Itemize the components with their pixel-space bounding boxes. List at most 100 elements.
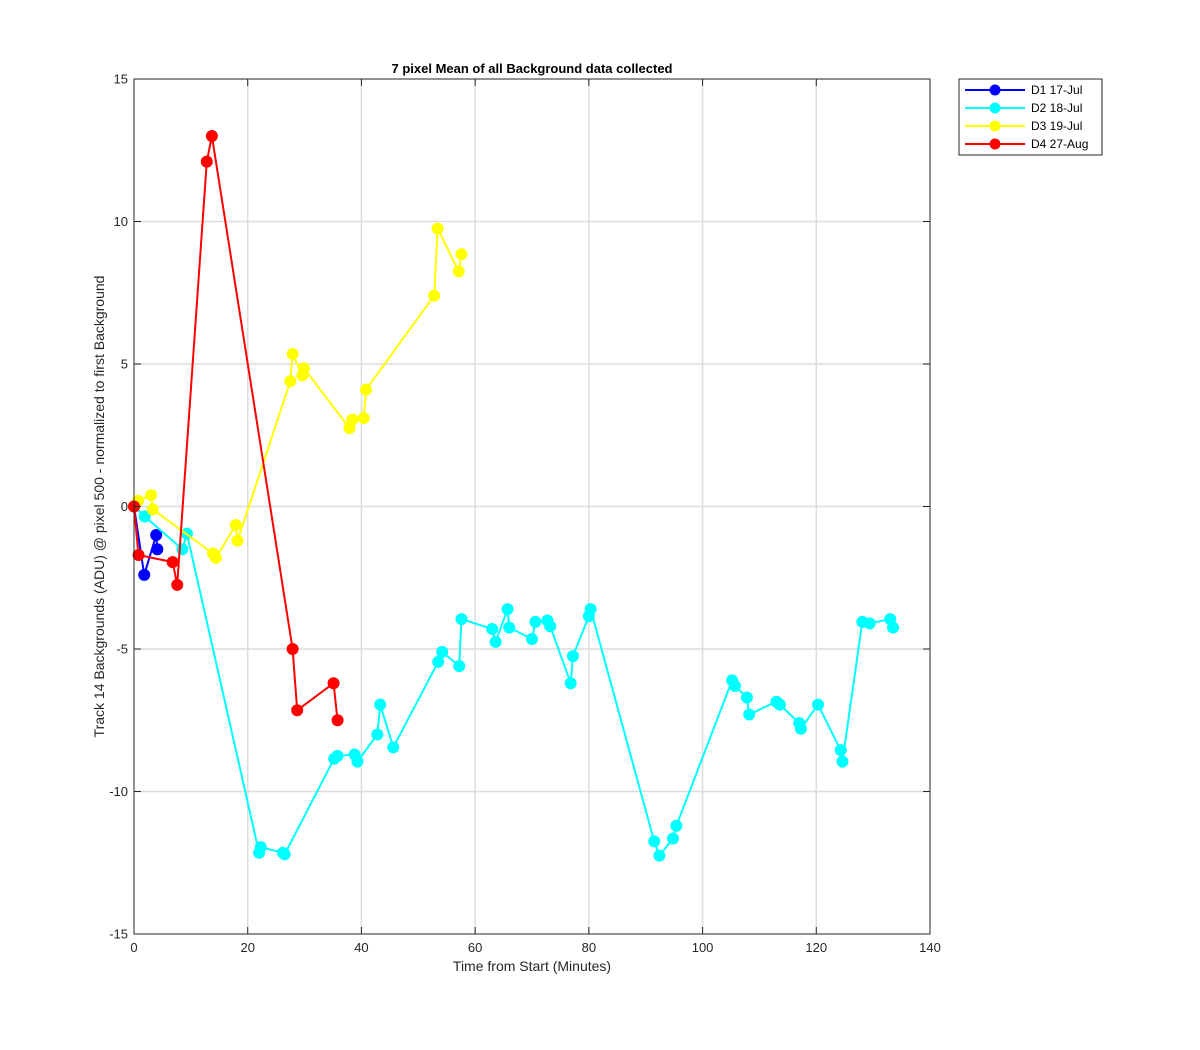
x-axis-label: Time from Start (Minutes) bbox=[453, 958, 611, 974]
data-point bbox=[526, 633, 538, 646]
data-point bbox=[146, 503, 159, 516]
data-point bbox=[132, 548, 145, 561]
legend-label: D4 27-Aug bbox=[1031, 137, 1088, 151]
data-point bbox=[743, 708, 756, 721]
data-point bbox=[740, 691, 753, 704]
x-tick-label: 0 bbox=[130, 940, 137, 955]
data-point bbox=[834, 744, 847, 757]
data-point bbox=[503, 621, 516, 634]
data-point bbox=[291, 704, 304, 717]
legend-marker bbox=[989, 120, 1001, 132]
data-point bbox=[863, 617, 876, 630]
data-point bbox=[171, 578, 184, 591]
legend-item: D4 27-Aug bbox=[965, 137, 1088, 151]
data-point bbox=[455, 613, 468, 626]
data-point bbox=[151, 543, 164, 556]
data-point bbox=[231, 534, 244, 547]
data-point bbox=[566, 650, 579, 663]
data-point bbox=[331, 714, 344, 727]
data-point bbox=[331, 749, 344, 762]
legend-marker bbox=[989, 138, 1001, 150]
data-point bbox=[371, 728, 384, 741]
x-tick-label: 40 bbox=[354, 940, 368, 955]
data-point bbox=[436, 645, 449, 658]
data-point bbox=[374, 698, 387, 711]
data-point bbox=[145, 489, 158, 502]
x-tick-label: 20 bbox=[240, 940, 254, 955]
data-point bbox=[284, 375, 297, 388]
data-point bbox=[357, 412, 370, 425]
data-point bbox=[453, 660, 466, 673]
legend-marker bbox=[989, 102, 1001, 114]
data-point bbox=[653, 849, 666, 862]
data-point bbox=[209, 551, 222, 564]
data-point bbox=[286, 348, 299, 361]
data-point bbox=[254, 841, 267, 854]
data-point bbox=[138, 568, 151, 581]
series-2 bbox=[128, 500, 900, 862]
y-tick-label: 0 bbox=[121, 499, 128, 514]
data-point bbox=[728, 680, 741, 693]
data-point bbox=[670, 819, 683, 832]
data-point bbox=[773, 698, 786, 711]
x-tick-label: 60 bbox=[468, 940, 482, 955]
series-line bbox=[133, 135, 339, 721]
data-point bbox=[359, 383, 372, 396]
legend-label: D1 17-Jul bbox=[1031, 83, 1082, 97]
data-point bbox=[544, 620, 557, 633]
y-tick-label: -15 bbox=[109, 927, 128, 942]
legend-box bbox=[958, 78, 1103, 156]
y-axis-label: Track 14 Backgrounds (ADU) @ pixel 500 -… bbox=[91, 276, 107, 738]
data-point bbox=[489, 635, 502, 648]
y-tick-label: 15 bbox=[114, 72, 128, 87]
data-point bbox=[428, 289, 441, 302]
data-point bbox=[811, 698, 824, 711]
y-tick-label: 10 bbox=[114, 214, 128, 229]
data-point bbox=[836, 755, 849, 768]
legend-item: D3 19-Jul bbox=[965, 119, 1082, 133]
series-line bbox=[133, 506, 159, 576]
x-tick-label: 140 bbox=[919, 940, 941, 955]
data-point bbox=[584, 603, 597, 616]
y-tick-label: -5 bbox=[116, 642, 128, 657]
legend-label: D2 18-Jul bbox=[1031, 101, 1082, 115]
legend-marker bbox=[989, 84, 1001, 96]
data-point bbox=[286, 643, 299, 655]
legend: D1 17-Jul D2 18-Jul D3 19-Jul D4 27-Aug bbox=[958, 78, 1103, 156]
x-tick-label: 120 bbox=[805, 940, 827, 955]
data-point bbox=[501, 603, 514, 616]
data-point bbox=[387, 741, 400, 754]
data-point bbox=[667, 832, 680, 845]
legend-item: D2 18-Jul bbox=[965, 101, 1082, 115]
data-point bbox=[166, 556, 179, 569]
legend-label: D3 19-Jul bbox=[1031, 119, 1082, 133]
data-point bbox=[298, 362, 311, 375]
data-point bbox=[327, 677, 340, 690]
data-point bbox=[138, 510, 151, 523]
axis-ticks: 0 20 40 60 80 100 120 140 -15 -10 -5 0 5 10 15 bbox=[109, 72, 941, 956]
series-lines bbox=[128, 130, 900, 862]
chart-title: 7 pixel Mean of all Background data coll… bbox=[391, 61, 672, 76]
data-point bbox=[648, 835, 661, 848]
data-point bbox=[564, 677, 577, 690]
data-point bbox=[529, 615, 542, 628]
data-point bbox=[431, 222, 444, 235]
data-point bbox=[278, 848, 291, 861]
data-point bbox=[452, 265, 465, 278]
series-line bbox=[133, 227, 463, 559]
data-point bbox=[150, 529, 163, 541]
data-point bbox=[346, 413, 359, 426]
x-tick-label: 80 bbox=[582, 940, 596, 955]
grid-lines bbox=[134, 79, 930, 934]
data-point bbox=[794, 722, 807, 735]
data-point bbox=[205, 130, 218, 142]
y-tick-label: -10 bbox=[109, 784, 128, 799]
data-point bbox=[486, 623, 499, 636]
data-point bbox=[229, 519, 242, 532]
data-point bbox=[455, 248, 468, 261]
y-tick-label: 5 bbox=[121, 357, 128, 372]
data-point bbox=[351, 755, 364, 768]
data-point bbox=[887, 621, 900, 634]
data-point bbox=[200, 155, 213, 168]
